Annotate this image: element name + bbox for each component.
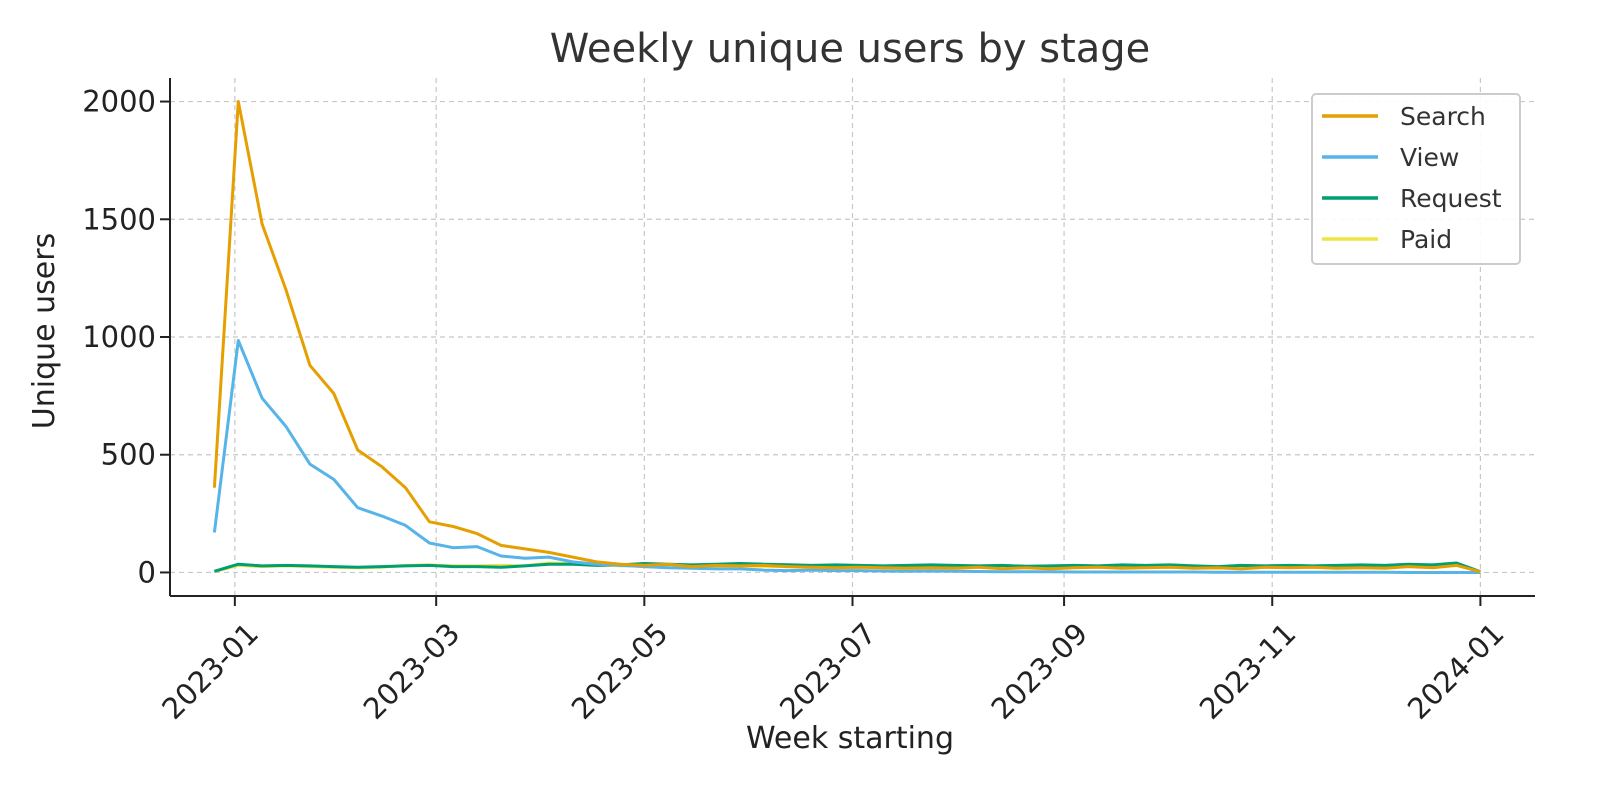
x-tick-label: 2023-07 (773, 616, 883, 726)
x-tick-label: 2023-03 (357, 616, 467, 726)
legend-label: Request (1400, 184, 1502, 213)
legend-label: Search (1400, 102, 1486, 131)
series-line-request (213, 561, 1481, 574)
y-tick-label: 0 (138, 555, 156, 589)
series-lines (212, 100, 1481, 574)
y-tick-label: 1500 (82, 202, 156, 236)
y-tick-label: 1000 (82, 320, 156, 354)
series-line-search (212, 100, 1481, 574)
y-tick-label: 500 (101, 438, 156, 472)
y-axis-ticks: 0 500 1000 1500 2000 (82, 85, 170, 589)
x-axis-title: Week starting (746, 721, 954, 756)
x-axis-ticks: 2023-01 2023-03 2023-05 2023-07 2023-09 2023-… (155, 596, 1511, 726)
y-tick-label: 2000 (82, 85, 156, 119)
legend-label: Paid (1400, 225, 1452, 254)
chart-title: Weekly unique users by stage (550, 26, 1151, 72)
legend-box (1311, 93, 1521, 265)
x-tick-label: 2024-01 (1401, 616, 1511, 726)
x-tick-label: 2023-05 (565, 616, 675, 726)
legend-label: View (1400, 143, 1459, 172)
y-axis-title: Unique users (27, 233, 62, 429)
x-tick-label: 2023-01 (155, 616, 265, 726)
series-line-view (212, 339, 1481, 574)
legend: Search View Request Paid (1311, 93, 1521, 265)
x-tick-label: 2023-11 (1193, 616, 1303, 726)
x-tick-label: 2023-09 (985, 616, 1095, 726)
